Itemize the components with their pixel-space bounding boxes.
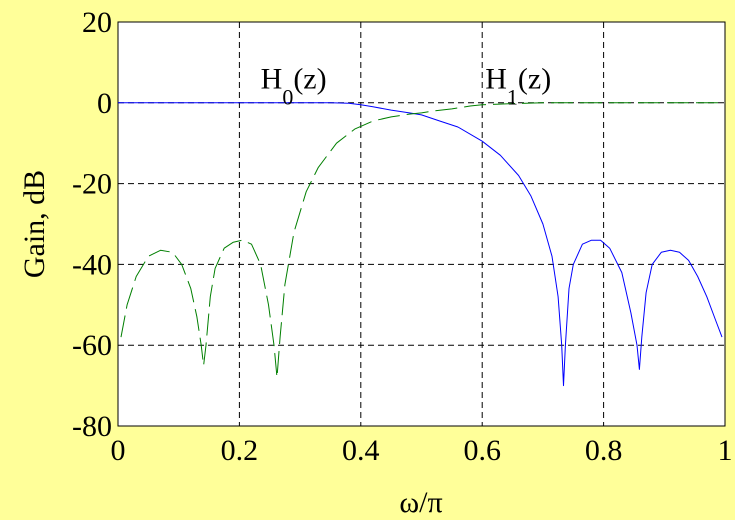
x-tick-label: 0 bbox=[111, 434, 126, 467]
series-line-1 bbox=[120, 102, 725, 378]
tick-labels: 0 0.2 0.4 0.6 0.8 1 20 0 -20 -40 -60 -80 bbox=[72, 6, 733, 467]
annotations: H0(z) H1(z) bbox=[261, 63, 552, 110]
x-tick-label: 1 bbox=[718, 434, 733, 467]
y-tick-label: -60 bbox=[72, 329, 112, 362]
series-line-0 bbox=[118, 102, 723, 387]
x-tick-label: 0.4 bbox=[342, 434, 380, 467]
annotation-h0: H0(z) bbox=[261, 63, 327, 110]
y-tick-label: 0 bbox=[97, 87, 112, 120]
x-axis-label: ω/π bbox=[399, 486, 442, 519]
y-tick-label: -80 bbox=[72, 410, 112, 443]
y-tick-label: -40 bbox=[72, 248, 112, 281]
x-tick-label: 0.8 bbox=[585, 434, 623, 467]
x-tick-label: 0.6 bbox=[463, 434, 501, 467]
annotation-h1: H1(z) bbox=[485, 63, 551, 110]
y-tick-label: -20 bbox=[72, 168, 112, 201]
y-axis-label: Gain, dB bbox=[18, 170, 51, 278]
y-tick-label: 20 bbox=[82, 6, 112, 39]
plot-area bbox=[117, 21, 726, 427]
x-tick-label: 0.2 bbox=[221, 434, 259, 467]
series-layer bbox=[118, 102, 725, 387]
